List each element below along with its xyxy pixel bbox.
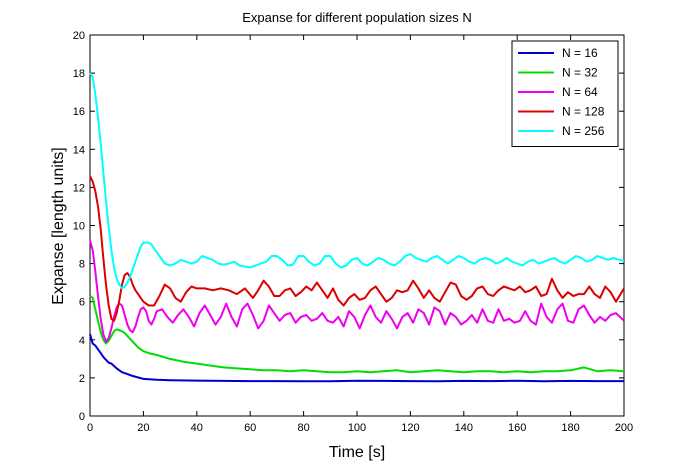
y-tick-label: 16 (73, 106, 85, 118)
y-tick-label: 12 (73, 182, 85, 194)
series-line-2 (89, 295, 625, 374)
series-line-4 (89, 175, 625, 322)
y-tick-label: 4 (79, 335, 85, 347)
y-tick-label: 2 (79, 373, 85, 385)
y-tick-label: 10 (73, 221, 85, 233)
x-tick-label: 140 (455, 422, 473, 434)
x-tick-label: 60 (244, 422, 256, 434)
y-tick-label: 18 (73, 68, 85, 80)
legend-entry: N = 64 (562, 85, 598, 99)
y-tick-label: 20 (73, 30, 85, 42)
y-tick-label: 14 (73, 144, 85, 156)
legend-entry: N = 128 (562, 105, 605, 119)
legend-entry: N = 16 (562, 46, 598, 60)
x-tick-label: 120 (401, 422, 419, 434)
x-tick-label: 100 (348, 422, 366, 434)
x-tick-label: 80 (297, 422, 309, 434)
chart-title: Expanse for different population sizes N (242, 10, 472, 25)
x-axis-label: Time [s] (329, 444, 385, 461)
series-line-3 (89, 240, 625, 343)
y-axis-label: Expanse [length units] (50, 147, 67, 304)
y-tick-label: 6 (79, 297, 85, 309)
legend-entry: N = 32 (562, 66, 598, 80)
y-tick-label: 0 (79, 411, 85, 423)
series-line-5 (89, 72, 625, 290)
x-tick-label: 180 (561, 422, 579, 434)
x-tick-label: 160 (508, 422, 526, 434)
y-tick-label: 8 (79, 259, 85, 271)
legend-entry: N = 256 (562, 124, 605, 138)
series-line-1 (89, 333, 624, 383)
x-tick-label: 20 (137, 422, 149, 434)
legend-box (511, 40, 619, 147)
x-tick-label: 40 (191, 422, 203, 434)
legend: N = 16 N = 32 N = 64 N = 128 N = 256 (511, 40, 619, 147)
x-tick-label: 0 (87, 422, 93, 434)
x-tick-label: 200 (615, 422, 633, 434)
